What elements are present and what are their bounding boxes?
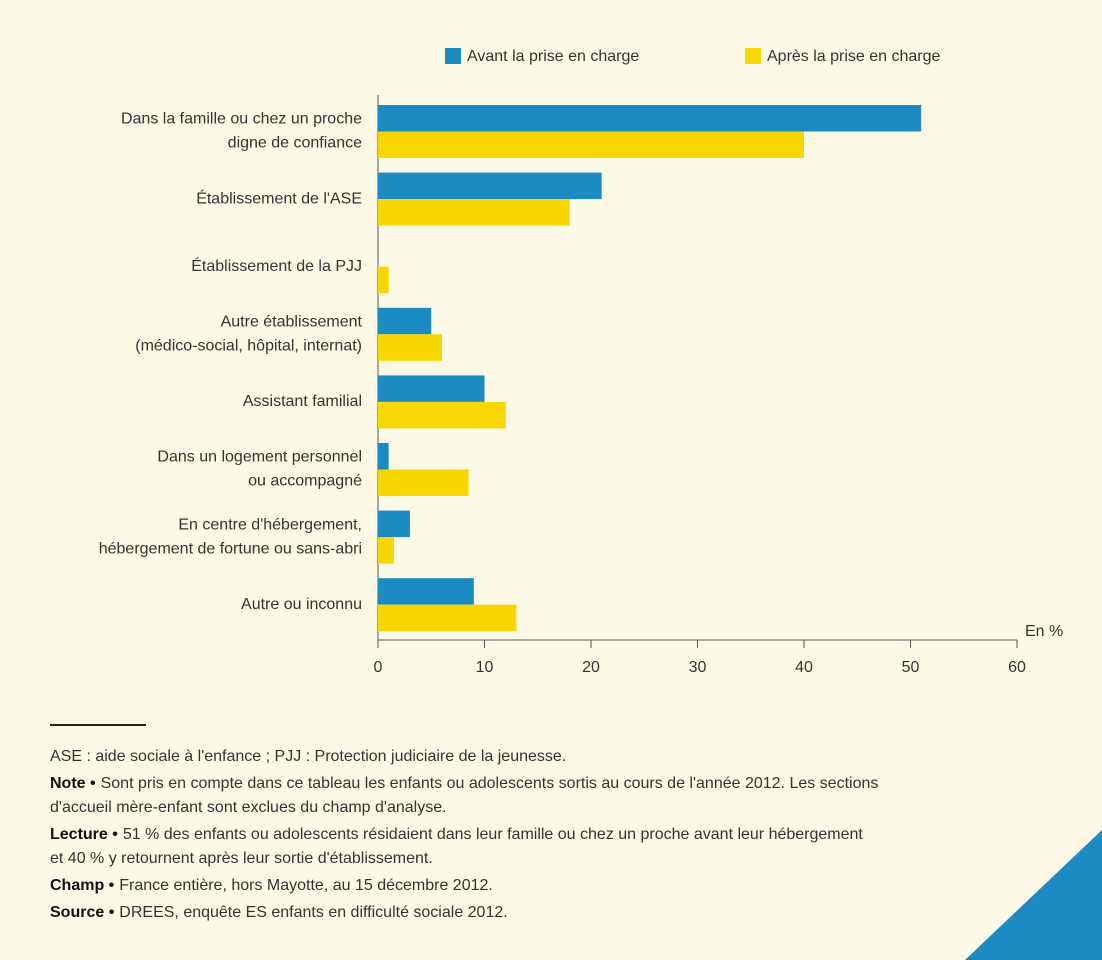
category-label: Établissement de l'ASE	[196, 188, 362, 207]
x-tick-label: 10	[476, 659, 494, 676]
legend-swatch	[445, 48, 461, 64]
legend-label: Après la prise en charge	[767, 48, 941, 65]
footnote-label: Source •	[50, 904, 115, 921]
corner-decoration	[965, 830, 1102, 960]
x-tick-label: 50	[902, 659, 920, 676]
category-label: digne de confiance	[228, 135, 362, 152]
category-label: Autre établissement	[221, 314, 363, 331]
category-label: (médico-social, hôpital, internat)	[135, 338, 362, 355]
bar	[378, 172, 602, 200]
category-label: Dans la famille ou chez un proche	[121, 111, 362, 128]
footnote-text: Sont pris en compte dans ce tableau les …	[101, 775, 879, 792]
bar	[378, 604, 517, 632]
bar	[378, 375, 485, 402]
legend-label: Avant la prise en charge	[467, 48, 639, 65]
footnote: Source • DREES, enquête ES enfants en dif…	[50, 904, 508, 921]
x-axis-label: En %	[1025, 623, 1063, 640]
bar	[378, 537, 394, 564]
bar	[378, 469, 469, 496]
bar	[378, 199, 570, 226]
footnote: Champ • France entière, hors Mayotte, au …	[50, 877, 493, 894]
bar	[378, 401, 506, 429]
category-label: Dans un logement personnel	[157, 449, 362, 466]
bar	[378, 443, 389, 470]
bar	[378, 578, 474, 605]
x-tick-label: 20	[582, 659, 600, 676]
bar	[378, 334, 442, 361]
bar	[378, 266, 389, 294]
x-tick-label: 30	[689, 659, 707, 676]
category-label: En centre d'hébergement,	[178, 516, 362, 533]
bar	[378, 307, 432, 335]
footnote-text: DREES, enquête ES enfants en difficulté …	[119, 904, 507, 921]
footnote-label: Lecture •	[50, 826, 118, 843]
footnote-label: Note •	[50, 775, 96, 792]
x-tick-label: 0	[374, 659, 383, 676]
x-tick-label: 60	[1008, 659, 1026, 676]
footnote-label: Champ •	[50, 877, 115, 894]
bar	[378, 105, 922, 132]
legend-swatch	[745, 48, 761, 64]
category-label: Autre ou inconnu	[241, 596, 362, 613]
bar	[378, 131, 804, 158]
bar	[378, 510, 410, 538]
footnote: d'accueil mère-enfant sont exclues du ch…	[50, 799, 447, 816]
footnote: ASE : aide sociale à l'enfance ; PJJ : P…	[50, 748, 566, 765]
x-tick-label: 40	[795, 659, 813, 676]
footnote: et 40 % y retournent après leur sortie d…	[50, 850, 433, 867]
category-label: ou accompagné	[248, 473, 362, 490]
category-label: Assistant familial	[243, 393, 362, 410]
footnote: Lecture • 51 % des enfants ou adolescents…	[50, 826, 863, 843]
footnote: Note • Sont pris en compte dans ce tablea…	[50, 775, 878, 792]
footnote-text: France entière, hors Mayotte, au 15 déce…	[119, 877, 493, 894]
category-label: Établissement de la PJJ	[191, 256, 362, 275]
footnote-text: 51 % des enfants ou adolescents résidaie…	[123, 826, 864, 843]
category-label: hébergement de fortune ou sans-abri	[99, 540, 362, 557]
